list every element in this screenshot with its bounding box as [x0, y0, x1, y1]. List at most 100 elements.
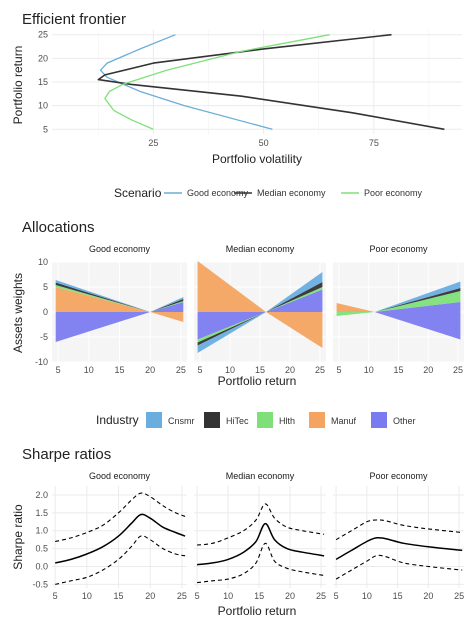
allocation-area-hitec	[197, 261, 323, 312]
allocations-xtick-label: 20	[285, 365, 295, 375]
allocations-title: Allocations	[22, 219, 95, 236]
sharpe-xlabel: Portfolio return	[218, 604, 297, 618]
allocations-xlabel: Portfolio return	[218, 374, 297, 388]
frontier-xtick-label: 50	[259, 138, 269, 148]
allocation-area-manuf	[336, 302, 461, 312]
legend-good-label: Good economy	[187, 188, 249, 198]
sharpe-ytick-label: 0.0	[35, 562, 48, 572]
sharpe-lower-band	[197, 542, 325, 584]
allocations-xtick-label: 10	[364, 365, 374, 375]
scenario-legend: Scenario Good economy Median economy Poo…	[114, 186, 423, 200]
sharpe-xtick-label: 25	[177, 591, 187, 601]
sharpe-xtick-label: 20	[423, 591, 433, 601]
sharpe-title: Sharpe ratios	[22, 446, 111, 463]
legend-cnsmr-key	[146, 412, 162, 428]
sharpe-xtick-label: 10	[362, 591, 372, 601]
sharpe-xtick-label: 15	[254, 591, 264, 601]
allocations-ytick-label: 0	[43, 307, 48, 317]
sharpe-xtick-label: 20	[285, 591, 295, 601]
allocation-area-manuf	[55, 312, 184, 342]
allocations-xtick-label: 25	[176, 365, 186, 375]
legend-manuf-key	[309, 412, 325, 428]
legend-hitec-label: HiTec	[226, 416, 249, 426]
sharpe-xtick-label: 5	[53, 591, 58, 601]
sharpe-xtick-label: 15	[393, 591, 403, 601]
allocations-xtick-label: 5	[197, 365, 202, 375]
sharpe-xtick-label: 5	[195, 591, 200, 601]
legend-hlth-label: Hlth	[279, 416, 295, 426]
frontier-title: Efficient frontier	[22, 11, 126, 28]
allocation-area-hlth	[336, 291, 461, 312]
allocations-xtick-label: 25	[453, 365, 463, 375]
sharpe-panel-title: Poor economy	[369, 471, 428, 481]
frontier-ytick-label: 20	[38, 53, 48, 63]
frontier-ytick-label: 10	[38, 101, 48, 111]
allocation-area-hlth	[197, 312, 323, 348]
allocations-panel-title: Poor economy	[369, 244, 428, 254]
sharpe-lower-band	[335, 554, 463, 580]
sharpe-xtick-label: 10	[223, 591, 233, 601]
sharpe-xtick-label: 5	[334, 591, 339, 601]
frontier-xtick-label: 25	[148, 138, 158, 148]
frontier-ytick-label: 25	[38, 30, 48, 40]
industry-legend: Industry Cnsmr HiTec Hlth Manuf Other	[96, 412, 416, 428]
allocation-area-other	[336, 302, 461, 312]
sharpe-xtick-label: 15	[114, 591, 124, 601]
allocation-area-other	[55, 312, 184, 342]
allocation-area-manuf	[55, 287, 184, 312]
allocations-xtick-label: 25	[315, 365, 325, 375]
allocations-ytick-label: 5	[43, 282, 48, 292]
sharpe-ytick-label: -0.5	[32, 579, 48, 589]
sharpe-ytick-label: 1.0	[35, 526, 48, 536]
allocations-plot: Good economy 5 10 15 20 25 10 5 0 -5 -10 Median eco…	[35, 244, 464, 375]
allocation-area-other	[197, 312, 323, 340]
sharpe-lower-band	[55, 535, 186, 585]
allocation-area-other	[55, 302, 184, 312]
sharpe-plot: Good economy 5 10 15 20 25 2.0 1.5 1.0 0.5 0.0 -0.5…	[32, 471, 464, 601]
legend-other-key	[371, 412, 387, 428]
legend-hlth-key	[257, 412, 273, 428]
sharpe-ytick-label: 2.0	[35, 490, 48, 500]
frontier-median-line	[97, 33, 445, 131]
allocation-area-other	[197, 289, 323, 312]
allocations-xtick-label: 10	[84, 365, 94, 375]
frontier-xtick-label: 75	[369, 138, 379, 148]
legend-median-label: Median economy	[257, 188, 326, 198]
allocations-ytick-label: -5	[40, 332, 48, 342]
sharpe-xtick-label: 25	[316, 591, 326, 601]
industry-legend-title: Industry	[96, 413, 139, 427]
sharpe-ylabel: Sharpe ratio	[11, 504, 25, 570]
sharpe-ratio-line	[335, 536, 463, 561]
sharpe-panel-title: Median economy	[226, 471, 295, 481]
allocation-area-manuf	[197, 312, 323, 348]
allocations-xtick-label: 20	[423, 365, 433, 375]
legend-other-label: Other	[393, 416, 416, 426]
allocations-ylabel: Assets weights	[11, 273, 25, 353]
allocations-xtick-label: 15	[114, 365, 124, 375]
sharpe-ratio-line	[197, 522, 325, 566]
sharpe-upper-band	[197, 503, 325, 546]
allocation-area-manuf	[197, 261, 323, 312]
allocations-xtick-label: 5	[56, 365, 61, 375]
allocations-xtick-label: 5	[336, 365, 341, 375]
frontier-poor-line	[104, 34, 330, 130]
allocations-panel-title: Good economy	[89, 244, 151, 254]
frontier-xlabel: Portfolio volatility	[212, 152, 302, 166]
sharpe-upper-band	[335, 519, 463, 541]
scenario-legend-title: Scenario	[114, 186, 162, 200]
allocations-xtick-label: 10	[225, 365, 235, 375]
sharpe-upper-band	[55, 492, 186, 543]
frontier-plot: 25 50 75 5 10 15 20 25	[38, 30, 462, 148]
sharpe-ytick-label: 0.5	[35, 544, 48, 554]
allocations-ytick-label: -10	[35, 357, 48, 367]
sharpe-xtick-label: 20	[145, 591, 155, 601]
legend-hitec-key	[204, 412, 220, 428]
allocations-panel-title: Median economy	[226, 244, 295, 254]
sharpe-xtick-label: 25	[454, 591, 464, 601]
allocation-area-other	[336, 312, 461, 340]
allocations-xtick-label: 15	[393, 365, 403, 375]
sharpe-ytick-label: 1.5	[35, 508, 48, 518]
allocations-xtick-label: 20	[145, 365, 155, 375]
sharpe-ratio-line	[55, 513, 186, 564]
